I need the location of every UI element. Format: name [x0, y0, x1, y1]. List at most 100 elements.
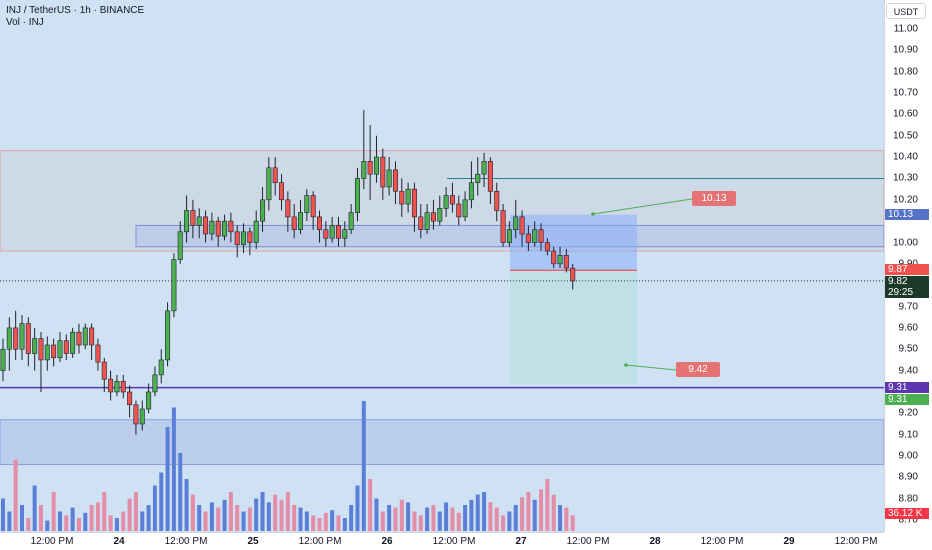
volume-bar — [444, 502, 449, 531]
volume-bar — [13, 459, 18, 531]
candle-body — [563, 255, 569, 269]
volume-bar — [146, 505, 151, 531]
time-tick-label: 12:00 PM — [30, 536, 74, 547]
candle-body — [0, 348, 6, 371]
candle-body — [342, 229, 348, 239]
time-axis[interactable]: 12:00 PM 24 12:00 PM 25 12:00 PM 26 12:00 PM 27… — [0, 532, 884, 550]
time-tick-label: 12:00 PM — [432, 536, 476, 547]
candle-body — [228, 220, 234, 233]
volume-bar — [526, 492, 531, 531]
volume-bar — [393, 507, 398, 531]
candle-body — [386, 169, 392, 188]
time-tick-label: 12:00 PM — [298, 536, 342, 547]
volume-bar — [317, 518, 322, 531]
volume-bar — [159, 472, 164, 531]
chart-pane[interactable]: INJ / TetherUS · 1h · BINANCE Vol · INJ … — [0, 0, 884, 532]
candle-body — [241, 231, 247, 245]
candle-body — [570, 267, 576, 282]
volume-bar — [165, 427, 170, 531]
candle-body — [127, 391, 133, 406]
volume-bar — [406, 502, 411, 531]
volume-bar — [380, 511, 385, 531]
candle-body — [279, 182, 285, 201]
volume-bar — [437, 511, 442, 531]
chart-header: INJ / TetherUS · 1h · BINANCE Vol · INJ — [6, 5, 144, 29]
price-tick-label: 10.70 — [892, 87, 918, 99]
date-tick-label: 29 — [783, 536, 795, 547]
volume-bar — [57, 511, 62, 531]
candle-body — [392, 169, 398, 192]
candle-body — [557, 255, 563, 265]
volume-bar — [83, 512, 88, 531]
target-connector — [592, 198, 693, 215]
volume-bar — [292, 505, 297, 531]
volume-bar — [190, 494, 195, 531]
time-tick-label: 12:00 PM — [834, 536, 878, 547]
candle-countdown: 29:25 — [888, 287, 914, 298]
volume-bar — [216, 507, 221, 531]
candle-body — [481, 161, 487, 175]
price-tick-label: 8.90 — [898, 471, 918, 483]
currency-button[interactable]: USDT — [886, 3, 926, 19]
candle-body — [500, 210, 506, 243]
last-price-tag: 9.82 29:25 — [885, 276, 929, 298]
volume-bar — [266, 502, 271, 531]
volume-bar — [361, 401, 366, 531]
volume-bar — [70, 507, 75, 531]
target-callout[interactable]: 10.13 — [692, 191, 736, 206]
volume-bar — [482, 492, 487, 531]
zone-rect — [0, 419, 884, 466]
candle-body — [234, 231, 240, 245]
entry-price-tag: 9.87 — [885, 264, 929, 275]
candle-body — [171, 259, 177, 312]
volume-bar — [45, 520, 50, 531]
candle-body — [146, 391, 152, 410]
candle-body — [449, 195, 455, 205]
volume-bar — [494, 507, 499, 531]
date-tick-label: 24 — [113, 536, 125, 547]
price-tick-label: 10.20 — [892, 194, 918, 206]
volume-bar — [64, 515, 69, 531]
price-tick-label: 10.50 — [892, 130, 918, 142]
volume-indicator-label[interactable]: Vol · INJ — [6, 17, 44, 28]
candle-body — [329, 225, 335, 239]
time-tick-label: 12:00 PM — [700, 536, 744, 547]
volume-bar — [285, 492, 290, 531]
volume-bar — [260, 492, 265, 531]
volume-bar — [247, 507, 252, 531]
volume-bar — [368, 479, 373, 531]
candle-body — [519, 216, 525, 235]
candle-body — [437, 208, 443, 222]
volume-bar — [209, 502, 214, 531]
candle-body — [285, 199, 291, 218]
candle-body — [443, 195, 449, 209]
symbol-title[interactable]: INJ / TetherUS · 1h · BINANCE — [6, 5, 145, 16]
candle-body — [456, 203, 462, 218]
volume-bar — [418, 515, 423, 531]
volume-bar — [342, 518, 347, 531]
plot-area[interactable] — [0, 0, 884, 532]
stop-price-tag: 9.31 — [885, 394, 929, 405]
price-tick-label: 11.00 — [893, 23, 918, 35]
candle-body — [203, 216, 209, 235]
stop-callout[interactable]: 9.42 — [676, 362, 720, 377]
target-price-tag: 10.13 — [885, 209, 929, 220]
volume-bar — [38, 505, 43, 531]
volume-bar — [235, 505, 240, 531]
candle-body — [82, 327, 88, 346]
candle-body — [190, 210, 196, 226]
volume-bar — [539, 489, 544, 531]
price-tick-label: 10.90 — [892, 44, 918, 56]
volume-bar — [32, 485, 37, 531]
price-tick-label: 9.40 — [898, 365, 918, 377]
candle-body — [44, 344, 50, 361]
volume-bar — [178, 453, 183, 531]
candle-body — [399, 190, 405, 205]
volume-bar — [501, 515, 506, 531]
price-tick-label: 10.40 — [892, 151, 918, 163]
candle-body — [525, 233, 531, 243]
last-price-value: 9.82 — [888, 276, 908, 287]
candle-body — [215, 220, 221, 237]
volume-bar — [279, 499, 284, 531]
stop-connector-dot — [624, 363, 628, 367]
